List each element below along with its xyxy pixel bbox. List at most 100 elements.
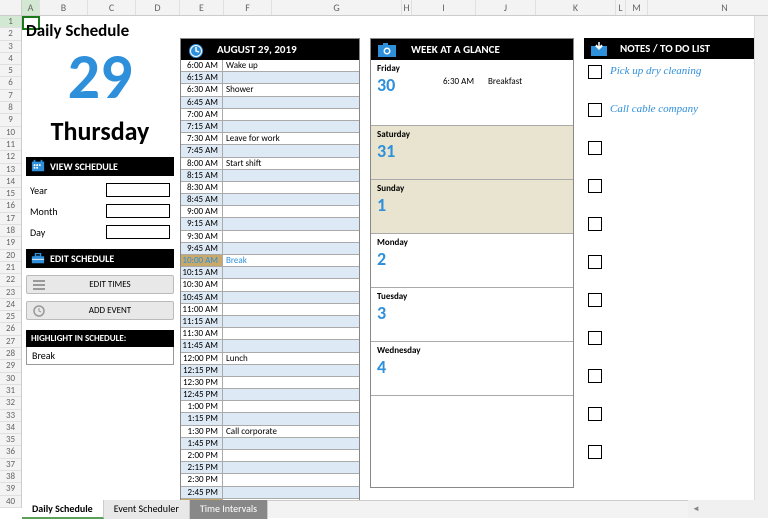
month-input[interactable] [106, 204, 170, 218]
column-header[interactable]: B [40, 0, 88, 15]
note-checkbox[interactable] [588, 255, 602, 269]
row-header[interactable]: 17 [0, 213, 21, 225]
add-event-button[interactable]: ADD EVENT [26, 301, 174, 320]
row-header[interactable]: 26 [0, 323, 21, 335]
schedule-row[interactable]: 8:45 AM [181, 194, 359, 206]
schedule-row[interactable]: 7:00 AM [181, 109, 359, 121]
row-header[interactable]: 5 [0, 65, 21, 77]
note-checkbox[interactable] [588, 331, 602, 345]
column-header[interactable]: L [616, 0, 626, 15]
schedule-row[interactable]: 10:45 AM [181, 292, 359, 304]
schedule-row[interactable]: 11:00 AM [181, 304, 359, 316]
row-header[interactable]: 15 [0, 188, 21, 200]
schedule-row[interactable]: 9:30 AM [181, 231, 359, 243]
row-header[interactable]: 30 [0, 373, 21, 385]
row-header[interactable]: 35 [0, 434, 21, 446]
row-header[interactable]: 28 [0, 348, 21, 360]
schedule-row[interactable]: 1:45 PM [181, 438, 359, 450]
row-header[interactable]: 16 [0, 200, 21, 212]
row-header[interactable]: 33 [0, 410, 21, 422]
column-header[interactable]: C [88, 0, 136, 15]
schedule-row[interactable]: 11:30 AM [181, 328, 359, 340]
row-header[interactable]: 39 [0, 483, 21, 495]
row-header[interactable]: 12 [0, 151, 21, 163]
note-checkbox[interactable] [588, 293, 602, 307]
schedule-row[interactable]: 11:15 AM [181, 316, 359, 328]
column-header[interactable]: N [648, 0, 768, 15]
note-checkbox[interactable] [588, 445, 602, 459]
row-header[interactable]: 18 [0, 225, 21, 237]
schedule-row[interactable]: 12:00 PMLunch [181, 353, 359, 365]
column-header[interactable]: E [180, 0, 224, 15]
schedule-row[interactable]: 2:30 PM [181, 474, 359, 486]
week-day[interactable]: Sunday1 [371, 180, 573, 234]
row-header[interactable]: 24 [0, 299, 21, 311]
row-header[interactable]: 8 [0, 102, 21, 114]
note-checkbox[interactable] [588, 103, 602, 117]
column-header[interactable]: F [224, 0, 272, 15]
schedule-row[interactable]: 1:30 PMCall corporate [181, 426, 359, 438]
row-header[interactable]: 27 [0, 336, 21, 348]
column-header[interactable]: M [626, 0, 648, 15]
row-header[interactable]: 6 [0, 77, 21, 89]
schedule-row[interactable]: 8:15 AM [181, 170, 359, 182]
schedule-row[interactable]: 7:45 AM [181, 145, 359, 157]
week-day[interactable]: Monday2 [371, 234, 573, 288]
row-header[interactable]: 25 [0, 311, 21, 323]
schedule-row[interactable]: 7:30 AMLeave for work [181, 133, 359, 145]
row-header[interactable]: 20 [0, 250, 21, 262]
row-header[interactable]: 40 [0, 496, 21, 508]
column-header[interactable]: G [272, 0, 402, 15]
horizontal-scrollbar[interactable] [688, 500, 768, 518]
row-header[interactable]: 1 [0, 16, 21, 28]
schedule-row[interactable]: 10:15 AM [181, 267, 359, 279]
row-header[interactable]: 37 [0, 459, 21, 471]
row-header[interactable]: 19 [0, 237, 21, 249]
row-header[interactable]: 21 [0, 262, 21, 274]
schedule-row[interactable]: 1:15 PM [181, 413, 359, 425]
schedule-row[interactable]: 9:15 AM [181, 218, 359, 230]
schedule-row[interactable]: 2:15 PM [181, 462, 359, 474]
column-header[interactable]: A [22, 0, 40, 15]
row-header[interactable]: 23 [0, 287, 21, 299]
row-header[interactable]: 7 [0, 90, 21, 102]
row-header[interactable]: 29 [0, 360, 21, 372]
column-header[interactable]: H [402, 0, 412, 15]
column-header[interactable]: D [136, 0, 180, 15]
column-header[interactable]: J [476, 0, 536, 15]
select-all-corner[interactable] [0, 0, 22, 16]
column-header[interactable]: I [412, 0, 476, 15]
row-header[interactable]: 3 [0, 41, 21, 53]
note-checkbox[interactable] [588, 217, 602, 231]
note-text[interactable]: Pick up dry cleaning [610, 65, 701, 77]
week-day[interactable]: Saturday31 [371, 126, 573, 180]
schedule-row[interactable]: 10:30 AM [181, 279, 359, 291]
year-input[interactable] [106, 183, 170, 197]
schedule-row[interactable]: 1:00 PM [181, 401, 359, 413]
row-header[interactable]: 36 [0, 446, 21, 458]
row-header[interactable]: 13 [0, 164, 21, 176]
schedule-row[interactable]: 11:45 AM [181, 340, 359, 352]
schedule-row[interactable]: 9:00 AM [181, 206, 359, 218]
row-header[interactable]: 38 [0, 471, 21, 483]
schedule-row[interactable]: 6:45 AM [181, 97, 359, 109]
sheet-tab[interactable]: Daily Schedule [22, 500, 104, 519]
week-day[interactable]: Friday306:30 AMBreakfast [371, 60, 573, 126]
schedule-row[interactable]: 12:15 PM [181, 365, 359, 377]
sheet-tab[interactable]: Event Scheduler [104, 500, 190, 519]
edit-times-button[interactable]: EDIT TIMES [26, 275, 174, 294]
note-checkbox[interactable] [588, 141, 602, 155]
sheet-tab[interactable]: Time Intervals [190, 500, 268, 519]
schedule-row[interactable]: 6:00 AMWake up [181, 60, 359, 72]
vertical-scrollbar[interactable] [754, 16, 768, 500]
row-header[interactable]: 4 [0, 53, 21, 65]
schedule-row[interactable]: 8:00 AMStart shift [181, 158, 359, 170]
row-header[interactable]: 10 [0, 127, 21, 139]
schedule-row[interactable]: 10:00 AMBreak [181, 255, 359, 267]
row-header[interactable]: 32 [0, 397, 21, 409]
schedule-row[interactable]: 9:45 AM [181, 243, 359, 255]
schedule-row[interactable]: 6:30 AMShower [181, 84, 359, 96]
row-header[interactable]: 11 [0, 139, 21, 151]
row-header[interactable]: 31 [0, 385, 21, 397]
note-text[interactable]: Call cable company [610, 103, 698, 115]
